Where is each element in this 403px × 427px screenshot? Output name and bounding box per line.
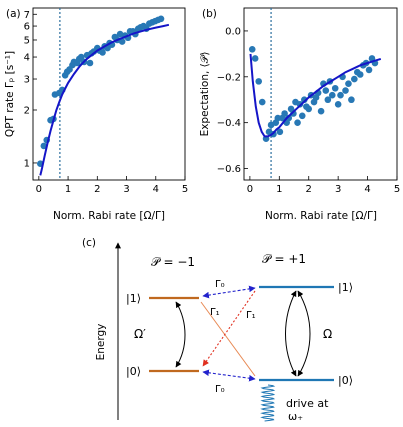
b-data-point	[317, 107, 325, 115]
a-ytick-label: 5	[24, 35, 30, 46]
panel-b-xlabel: Norm. Rabi rate [Ω/Γ]	[265, 210, 377, 222]
panel-c-diagram: (c) Energy 𝒫 = −1 𝒫 = +1 |1⟩ |0⟩ |1⟩ |0⟩…	[82, 237, 353, 423]
b-data-point	[305, 105, 313, 113]
panel-a-fit-curve	[39, 23, 170, 176]
left-ket-0: |0⟩	[126, 365, 141, 378]
b-xtick-label: 2	[306, 184, 312, 195]
b-data-point	[248, 45, 256, 53]
b-data-point	[342, 87, 349, 94]
gamma0-top-label: Γ₀	[215, 279, 225, 290]
drive-wave-icon	[260, 384, 276, 422]
panel-a-frame	[32, 7, 186, 181]
a-data-point	[116, 30, 124, 38]
b-xtick-label: 0	[247, 184, 253, 195]
a-xtick-label: 4	[153, 184, 159, 195]
gamma1-right-label: Γ₁	[246, 310, 256, 321]
omega-label: Ω	[323, 327, 332, 341]
b-ytick-label: −0.6	[217, 164, 241, 175]
omega-prime-label: Ω′	[134, 327, 146, 341]
omega-arrow-right	[297, 290, 311, 377]
a-data-point	[157, 15, 165, 23]
a-ytick-label: 4	[24, 53, 30, 64]
gamma1-left-label: Γ₁	[210, 307, 220, 318]
b-data-point	[356, 71, 364, 78]
omega-prime-arrow	[175, 301, 186, 368]
panel-b-ylabel: Expectation, ⟨𝒫⟩	[199, 52, 211, 137]
b-data-point	[348, 96, 355, 104]
a-ytick-label: 3	[24, 75, 30, 86]
b-data-point	[298, 112, 306, 120]
b-data-point	[334, 101, 342, 108]
b-data-point	[276, 128, 284, 136]
gamma0-bottom-arrow	[202, 369, 256, 382]
drive-label: drive at	[286, 397, 329, 410]
a-data-point	[118, 38, 126, 45]
b-xtick-label: 4	[364, 184, 370, 195]
b-data-point	[290, 110, 297, 117]
b-data-point	[331, 84, 339, 92]
b-data-point	[301, 96, 308, 104]
panel-a-plot: 1 2 3 4 5 67 0 1 2 3 4 5 (a) QPT rate Γₚ [s⁻¹] Nor…	[4, 7, 188, 222]
a-data-point	[86, 59, 94, 67]
b-xtick-label: 3	[335, 184, 341, 195]
panel-b-frame	[243, 7, 398, 181]
b-xtick-label: 5	[394, 184, 400, 195]
b-data-point	[251, 55, 259, 62]
a-ytick-label: 6	[24, 22, 30, 33]
panel-a-ylabel: QPT rate Γₚ [s⁻¹]	[4, 51, 16, 137]
b-data-point	[322, 87, 330, 94]
b-data-point	[351, 75, 358, 83]
a-ytick-label: 2	[24, 105, 30, 116]
b-ytick-label: 0.0	[225, 26, 241, 37]
b-data-point	[324, 96, 332, 104]
a-xtick-label: 5	[182, 184, 188, 195]
a-xtick-label: 2	[94, 184, 100, 195]
panel-a-label: (a)	[6, 8, 21, 20]
panel-b-plot: 0.0 −0.2 −0.4 −0.6 0 1 2 3 4 5 (b) Expectation, …	[199, 7, 400, 222]
gamma0-bottom-label: Γ₀	[215, 384, 225, 395]
right-ket-0: |0⟩	[338, 374, 353, 387]
gamma0-top-arrow	[202, 285, 256, 299]
a-data-point	[99, 49, 106, 56]
b-data-point	[255, 78, 263, 85]
a-data-point	[40, 142, 48, 150]
panel-c-label: (c)	[82, 237, 96, 249]
a-ytick-label: 1	[24, 158, 30, 169]
b-ytick-label: −0.2	[217, 72, 241, 83]
a-xtick-label: 1	[65, 184, 71, 195]
b-ytick-label: −0.4	[217, 118, 241, 129]
b-data-point	[337, 91, 344, 99]
b-data-point	[258, 98, 266, 106]
b-data-point	[281, 110, 288, 117]
a-xtick-label: 0	[36, 184, 42, 195]
b-data-point	[328, 91, 336, 99]
parity-minus-label: 𝒫 = −1	[151, 255, 195, 269]
cross-transition-line	[200, 301, 256, 377]
panel-b-fit-curve	[249, 53, 382, 138]
a-data-point	[77, 53, 85, 61]
energy-axis-label: Energy	[95, 324, 107, 361]
b-data-point	[294, 119, 301, 126]
right-ket-1: |1⟩	[338, 281, 353, 294]
gamma1-decay-arrow	[202, 290, 256, 367]
b-data-point	[345, 80, 352, 87]
b-xtick-label: 1	[276, 184, 282, 195]
parity-plus-label: 𝒫 = +1	[262, 252, 306, 266]
omega-arrow-left	[285, 290, 297, 377]
left-ket-1: |1⟩	[126, 292, 141, 305]
a-ytick-label: 7	[24, 10, 30, 21]
a-xtick-label: 3	[123, 184, 129, 195]
panel-b-label: (b)	[202, 8, 217, 20]
drive-frequency-label: ω₊	[288, 410, 303, 423]
panel-a-xlabel: Norm. Rabi rate [Ω/Γ]	[53, 210, 165, 222]
b-data-point	[365, 66, 373, 74]
